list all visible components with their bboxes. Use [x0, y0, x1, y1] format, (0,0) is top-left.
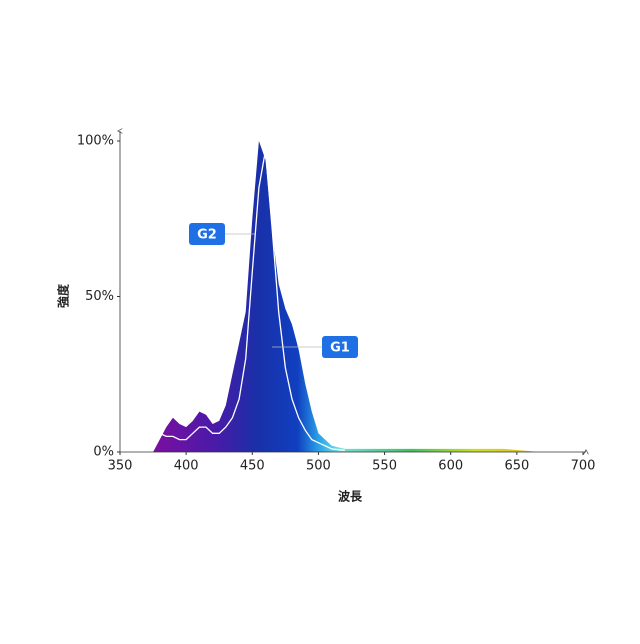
badge-box [322, 336, 358, 358]
line [159, 150, 345, 452]
badge-label: G1 [330, 341, 350, 356]
x-tick-label: 400 [174, 459, 199, 474]
y-tick-label: 100% [77, 134, 114, 149]
area [153, 141, 537, 452]
x-tick-label: 450 [240, 459, 265, 474]
x-tick-label: 600 [438, 459, 463, 474]
series-badge: G1 [272, 336, 358, 358]
y-axis-title: 強度 [56, 283, 71, 308]
x-tick-label: 650 [504, 459, 529, 474]
series-badge: G2 [189, 223, 255, 245]
y-tick-label: 50% [85, 289, 114, 304]
x-tick-label: 550 [372, 459, 397, 474]
x-tick-label: 500 [306, 459, 331, 474]
y-tick-label: 0% [93, 445, 114, 460]
x-tick-label: 700 [571, 459, 596, 474]
badge-label: G2 [197, 228, 217, 243]
x-tick-label: 350 [108, 459, 133, 474]
x-axis-title: 波長 [338, 489, 363, 504]
badge-box [189, 223, 225, 245]
